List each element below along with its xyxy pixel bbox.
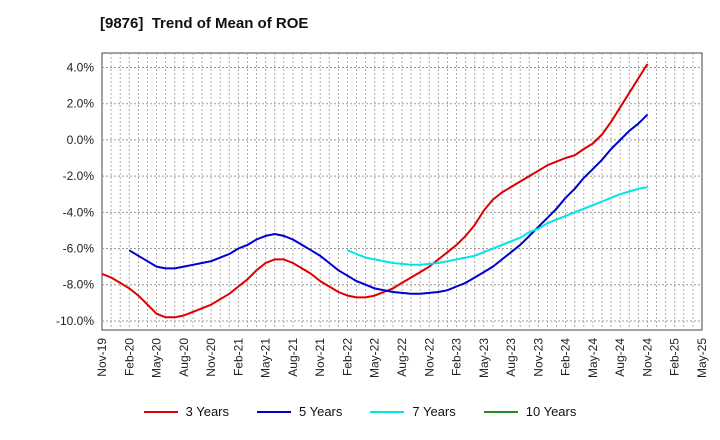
x-tick-label: May-25	[695, 338, 709, 378]
x-tick-label: Nov-20	[204, 338, 218, 377]
x-tick-label: Nov-21	[313, 338, 327, 377]
y-tick-label: -4.0%	[63, 205, 95, 219]
y-tick-label: 0.0%	[67, 133, 95, 147]
y-tick-label: -8.0%	[63, 278, 95, 292]
legend-swatch	[257, 410, 291, 413]
grid-lines	[102, 53, 702, 330]
x-tick-label: May-23	[477, 338, 491, 378]
y-tick-label: -10.0%	[56, 314, 94, 328]
y-tick-label: 4.0%	[67, 60, 95, 74]
x-tick-label: May-20	[150, 338, 164, 378]
x-tick-label: Nov-19	[95, 338, 109, 377]
x-tick-label: Feb-23	[450, 338, 464, 376]
x-tick-label: Feb-21	[231, 338, 245, 376]
legend-label: 10 Years	[525, 404, 577, 419]
series-lines	[101, 63, 649, 319]
x-tick-label: Nov-22	[422, 338, 436, 377]
x-tick-label: Aug-23	[504, 338, 518, 377]
x-tick-label: May-22	[368, 338, 382, 378]
legend-item: 7 Years	[370, 404, 456, 419]
chart-title: [9876] Trend of Mean of ROE	[100, 15, 309, 32]
series-line-5-years	[128, 113, 649, 295]
x-tick-label: Feb-25	[668, 338, 682, 376]
x-tick-label: Aug-20	[177, 338, 191, 377]
y-tick-label: -6.0%	[63, 242, 95, 256]
legend-label: 3 Years	[185, 404, 229, 419]
series-line-7-years	[347, 186, 648, 266]
x-tick-label: Aug-21	[286, 338, 300, 377]
y-axis: 4.0% 2.0% 0.0% -2.0% -4.0% -6.0% -8.0% -10.0%	[56, 60, 94, 327]
legend-swatch	[370, 410, 405, 413]
x-tick-label: Nov-23	[531, 338, 545, 377]
legend-swatch	[483, 410, 518, 413]
legend-item: 5 Years	[257, 404, 342, 419]
x-tick-label: May-21	[259, 338, 273, 378]
x-tick-label: Feb-24	[559, 338, 573, 376]
legend-label: 7 Years	[412, 404, 456, 419]
y-tick-label: 2.0%	[67, 97, 95, 111]
x-tick-label: Feb-20	[122, 338, 136, 376]
x-tick-label: Feb-22	[340, 338, 354, 376]
legend-item: 3 Years	[143, 404, 229, 419]
legend: 3 Years 5 Years 7 Years 10 Years	[0, 404, 720, 419]
legend-label: 5 Years	[299, 404, 343, 419]
x-tick-label: Aug-22	[395, 338, 409, 377]
x-tick-label: Nov-24	[640, 338, 654, 377]
series-line-3-years	[101, 63, 649, 319]
legend-item: 10 Years	[483, 404, 577, 419]
legend-swatch	[143, 410, 178, 413]
x-tick-label: Aug-24	[613, 338, 627, 377]
x-tick-label: May-24	[586, 338, 600, 378]
x-axis: Nov-19 Feb-20 May-20 Aug-20 Nov-20 Feb-21 May-…	[95, 338, 709, 378]
y-tick-label: -2.0%	[63, 169, 95, 183]
